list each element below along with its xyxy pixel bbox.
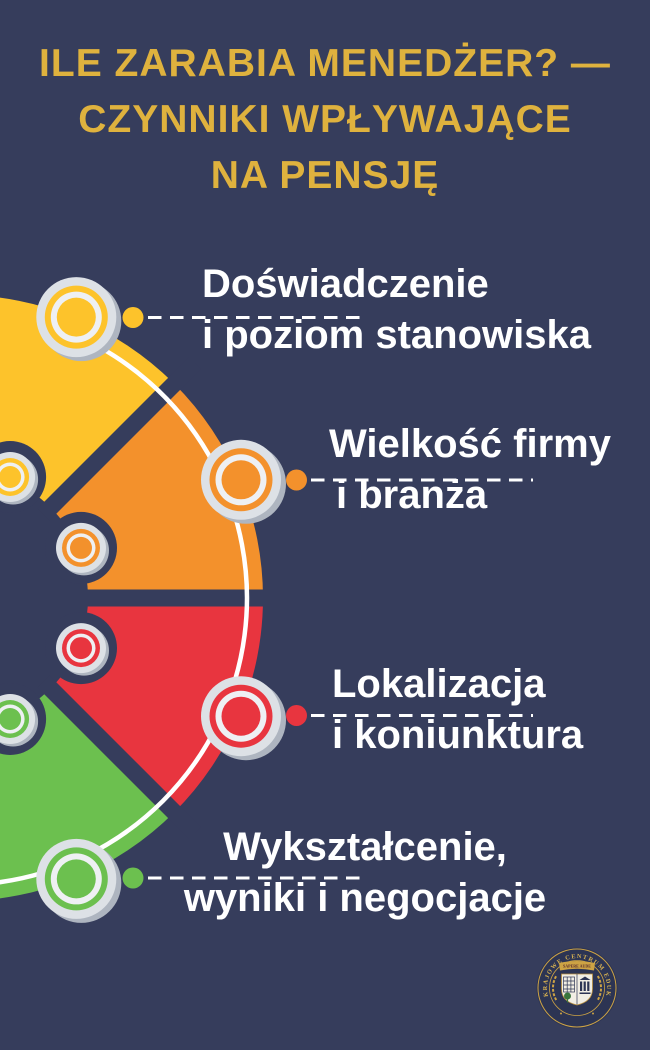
- seal-window-grid: [563, 976, 575, 993]
- factor-label-line: i koniunktura: [332, 713, 584, 757]
- leader-dot-company-size: [286, 469, 307, 491]
- leader-dot-education: [122, 867, 144, 889]
- seal-tree: [564, 992, 571, 1003]
- inner-ring-experience: [0, 441, 47, 513]
- inner-ring-location: [45, 612, 117, 685]
- seal-separator-dot: [560, 1012, 562, 1015]
- connector-arc: [0, 330, 250, 885]
- factor-label-line: wyniki i negocjacje: [183, 876, 547, 920]
- gap-line: [37, 675, 201, 839]
- inner-ring-company-size: [45, 511, 117, 584]
- factor-label-line: i poziom stanowiska: [202, 313, 591, 357]
- factor-label-experience: Doświadczenie i poziom stanowiska: [202, 259, 591, 361]
- seal-outer-ring: [537, 948, 617, 1028]
- seal-column-building: [579, 976, 591, 994]
- marker-rings: [36, 277, 286, 923]
- seal-motto-text: SAPERE AUDE: [563, 964, 591, 969]
- title-line: NA PENSJĘ: [210, 154, 440, 197]
- leader-dot-experience: [122, 307, 144, 328]
- seal-inner-ring: [549, 960, 605, 1016]
- wedge-experience: [0, 297, 175, 508]
- factor-label-line: Lokalizacja: [332, 662, 546, 706]
- leader-dots: [122, 307, 307, 889]
- marker-ring-company-size: [201, 439, 286, 524]
- title-line: ILE ZARABIA MENEDŻER? —: [39, 42, 611, 85]
- seal-motto-banner: [559, 961, 595, 971]
- leader-lines: [148, 316, 533, 880]
- marker-ring-education: [36, 838, 122, 923]
- marker-ring-experience: [36, 277, 122, 362]
- wedge-education: [0, 688, 175, 899]
- factor-label-education: Wykształcenie, wyniki i negocjacje: [140, 822, 590, 924]
- title-line: CZYNNIKI WPŁYWAJĄCE: [78, 98, 572, 141]
- leader-dot-location: [286, 705, 307, 726]
- wedge-gaps: [37, 357, 292, 839]
- inner-rings: [0, 441, 117, 755]
- seal-laurel-wreath: [552, 975, 602, 1001]
- marker-ring-location: [201, 676, 286, 761]
- factor-label-line: i branża: [336, 473, 488, 517]
- factor-label-line: Wykształcenie,: [223, 825, 507, 869]
- seal-separator-dot: [592, 1012, 594, 1015]
- page-title: ILE ZARABIA MENEDŻER? — CZYNNIKI WPŁYWAJ…: [0, 36, 650, 204]
- factor-label-line: Doświadczenie: [202, 262, 489, 306]
- factor-label-location: Lokalizacja i koniunktura: [332, 659, 583, 761]
- inner-ring-education: [0, 683, 47, 755]
- factor-label-company-size: Wielkość firmy i branża: [329, 419, 611, 521]
- factor-label-line: Wielkość firmy: [329, 422, 611, 466]
- gap-line: [37, 357, 201, 521]
